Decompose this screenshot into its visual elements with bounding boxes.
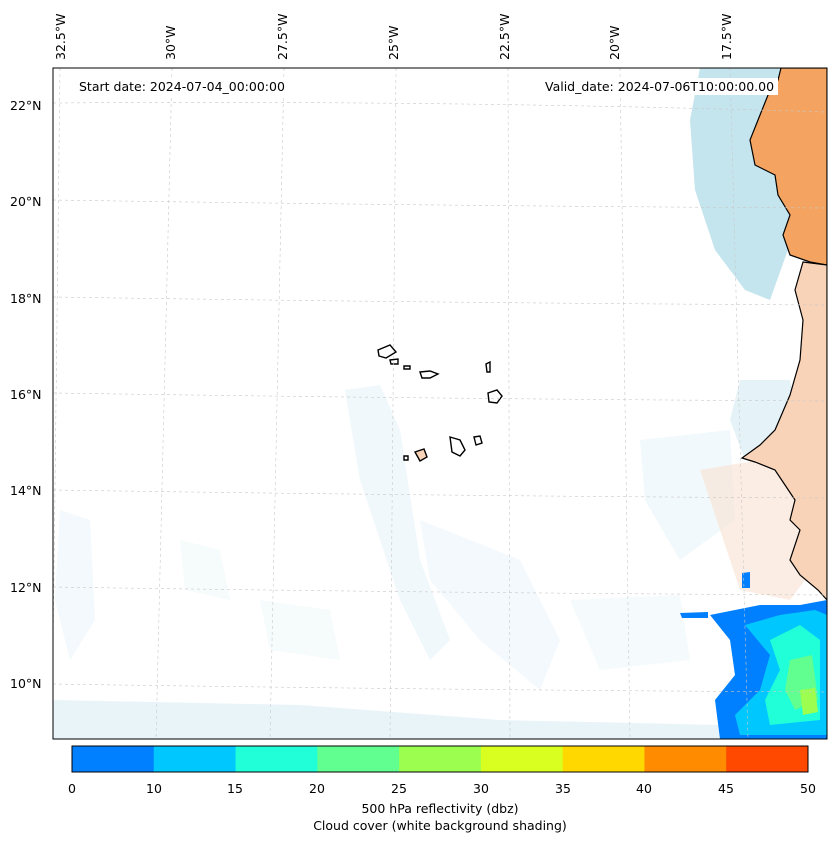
lon-label: 22.5°W <box>497 13 512 60</box>
colorbar-tick: 0 <box>68 781 76 796</box>
colorbar-segment <box>317 746 400 772</box>
lat-label: 18°N <box>10 291 42 306</box>
colorbar-segment <box>480 746 564 772</box>
colorbar-tick: 50 <box>800 781 816 796</box>
colorbar-label: 500 hPa reflectivity (dbz) <box>361 801 519 816</box>
lat-label: 10°N <box>10 676 42 691</box>
colorbar-segment <box>562 746 645 772</box>
lon-label: 20°W <box>607 25 622 60</box>
cloud-cover-shading <box>53 68 820 739</box>
cape-verde-islands <box>377 344 503 462</box>
colorbar-segment <box>399 746 482 772</box>
map-frame <box>52 67 828 740</box>
reflectivity-area <box>680 572 827 739</box>
colorbar-tick: 20 <box>309 781 325 796</box>
colorbar-segment <box>72 746 155 772</box>
lat-label: 16°N <box>10 387 42 402</box>
colorbar-segment <box>644 746 727 772</box>
colorbar-tick: 40 <box>636 781 652 796</box>
lon-label: 32.5°W <box>53 13 68 60</box>
colorbar-tick: 45 <box>718 781 734 796</box>
lon-label: 27.5°W <box>275 13 290 60</box>
colorbar-segment <box>726 746 809 772</box>
lon-label: 25°W <box>386 25 401 60</box>
colorbar <box>72 746 809 772</box>
colorbar-sublabel: Cloud cover (white background shading) <box>313 818 567 833</box>
valid-date-label: Valid_date: 2024-07-06T10:00:00.00 <box>541 78 779 95</box>
lat-label: 14°N <box>10 483 42 498</box>
lat-label: 12°N <box>10 580 42 595</box>
start-date-label: Start date: 2024-07-04_00:00:00 <box>75 78 289 95</box>
colorbar-tick: 30 <box>473 781 489 796</box>
lon-label: 30°W <box>163 25 178 60</box>
colorbar-tick: 25 <box>391 781 407 796</box>
lon-label: 17.5°W <box>719 13 734 60</box>
colorbar-segment <box>153 746 237 772</box>
colorbar-tick: 15 <box>227 781 243 796</box>
colorbar-segment <box>235 746 318 772</box>
colorbar-frame <box>71 745 809 773</box>
colorbar-tick: 35 <box>555 781 571 796</box>
colorbar-tick: 10 <box>146 781 162 796</box>
lat-label: 22°N <box>10 98 42 113</box>
lat-label: 20°N <box>10 194 42 209</box>
